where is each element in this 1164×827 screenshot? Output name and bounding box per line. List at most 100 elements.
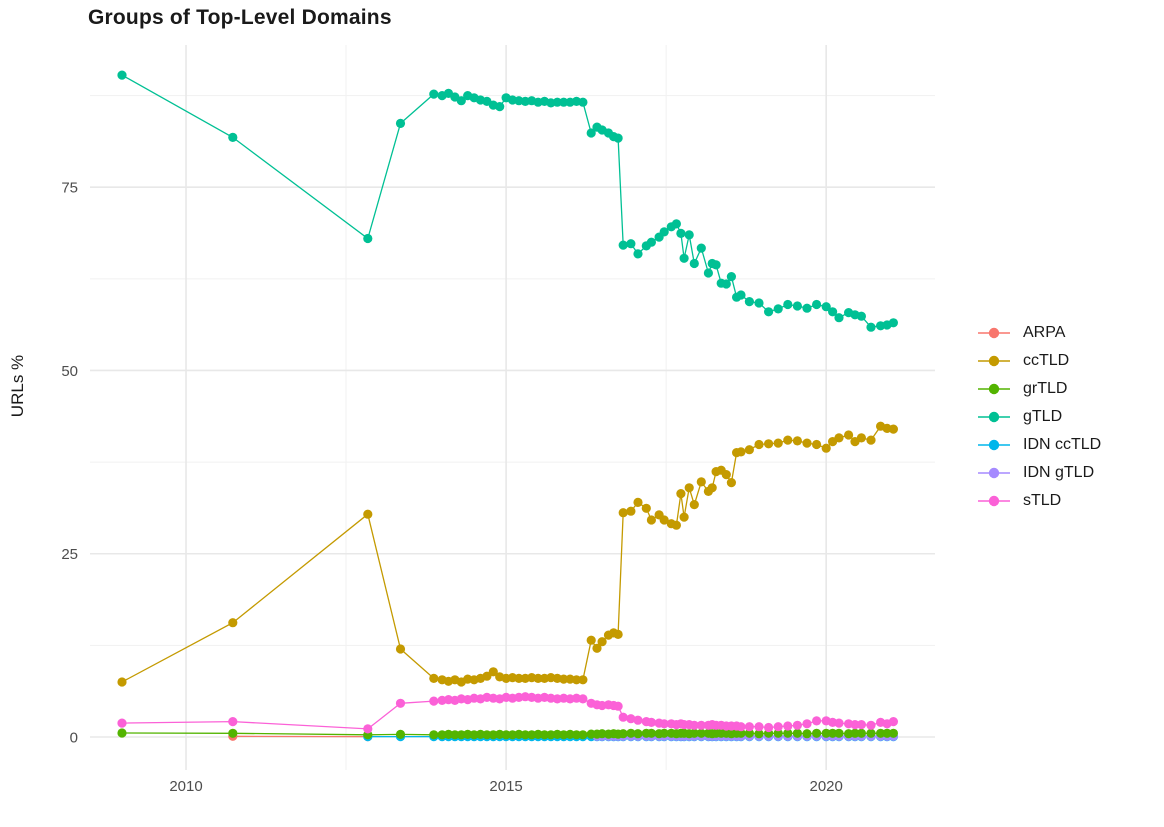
legend-item-gTLD: gTLD [977,403,1101,431]
series-point-gTLD [646,237,657,247]
series-point-grTLD [828,728,838,738]
x-tick-label: 2020 [809,778,842,795]
series-line-gTLD [121,74,894,328]
y-tick-label: 50 [61,363,78,380]
series-point-sTLD [618,712,628,722]
series-point-gTLD [626,239,636,249]
legend-key-icon [978,383,1010,395]
series-point-sTLD [626,714,636,724]
legend-label: sTLD [1023,492,1062,509]
series-point-gTLD [618,240,628,250]
series-point-grTLD [482,730,492,740]
series-point-ccTLD [721,470,731,480]
series-point-grTLD [646,728,657,738]
series-point-sTLD [888,717,899,727]
series-point-ccTLD [679,512,689,522]
series-point-ccTLD [613,629,623,640]
series-point-ccTLD [792,436,803,446]
x-tick-label: 2010 [169,778,202,795]
series-point-gTLD [495,102,505,112]
series-point-ccTLD [533,673,543,684]
series-point-sTLD [764,722,774,733]
series-point-gTLD [736,290,746,300]
series-point-grTLD [520,730,530,740]
chart-title: Groups of Top-Level Domains [88,6,392,29]
series-point-sTLD [228,717,238,727]
y-tick-label: 25 [61,546,78,563]
series-point-ccTLD [626,506,636,516]
series-point-sTLD [812,716,822,726]
series-point-ccTLD [726,478,737,488]
series-point-grTLD [856,728,867,738]
series-point-gTLD [792,301,803,311]
series-point-ccTLD [571,675,582,685]
legend-label: IDN gTLD [1023,464,1095,481]
series-point-sTLD [395,698,406,708]
series-point-grTLD [117,728,127,738]
series-point-ccTLD [633,497,643,507]
series-point-ccTLD [707,483,717,493]
series-point-grTLD [802,729,812,739]
series-point-ccTLD [856,433,867,443]
series-point-ccTLD [754,439,764,450]
series-point-gTLD [363,233,373,244]
series-point-gTLD [754,298,764,308]
series-point-grTLD [626,728,636,738]
series-point-ccTLD [812,439,822,450]
series-point-ccTLD [844,430,854,440]
series-point-grTLD [834,728,844,738]
series-point-grTLD [395,729,406,740]
legend-key-icon [978,467,1010,479]
series-point-ccTLD [659,515,669,525]
series-point-grTLD [450,730,460,740]
legend-item-sTLD: sTLD [977,487,1101,515]
series-point-gTLD [659,227,669,237]
series-point-grTLD [429,730,439,740]
legend-key-icon [978,355,1010,367]
series-point-gTLD [744,297,755,307]
series-point-gTLD [726,272,737,282]
series-point-ccTLD [514,673,524,684]
series-point-ccTLD [696,477,706,487]
series-point-ccTLD [671,520,682,530]
series-point-grTLD [501,730,511,740]
series-point-gTLD [679,253,689,263]
series-point-sTLD [773,722,783,732]
series-point-gTLD [671,219,682,229]
series-point-ccTLD [597,637,607,647]
series-point-gTLD [684,230,694,240]
series-point-sTLD [736,722,746,732]
series-point-gTLD [578,97,588,107]
series-point-sTLD [792,720,803,730]
series-point-ccTLD [646,515,657,525]
series-point-grTLD [882,728,892,738]
legend-item-ccTLD: ccTLD [977,347,1101,375]
series-point-gTLD [552,97,562,107]
series-point-ccTLD [821,443,831,453]
series-point-ccTLD [866,435,876,445]
legend-item-IDN-ccTLD: IDN ccTLD [977,431,1101,459]
series-point-gTLD [764,307,774,317]
series-point-gTLD [676,228,686,238]
series-point-grTLD [773,728,783,738]
series-point-ccTLD [684,483,694,493]
series-point-ccTLD [689,500,699,510]
series-point-ccTLD [783,435,793,445]
legend-key-icon [978,327,1010,339]
series-point-ccTLD [363,509,373,519]
series-point-ccTLD [117,677,127,687]
series-point-sTLD [856,720,867,730]
series-point-gTLD [866,322,876,332]
series-point-grTLD [876,728,886,738]
series-point-gTLD [721,279,731,289]
series-point-ccTLD [228,618,238,628]
series-point-ccTLD [744,445,755,455]
series-point-gTLD [633,249,643,259]
series-point-grTLD [812,728,822,738]
series-point-sTLD [363,724,373,734]
series-point-grTLD [792,728,803,738]
series-point-gTLD [834,313,844,323]
series-point-gTLD [559,97,569,107]
legend-label: grTLD [1023,380,1068,397]
